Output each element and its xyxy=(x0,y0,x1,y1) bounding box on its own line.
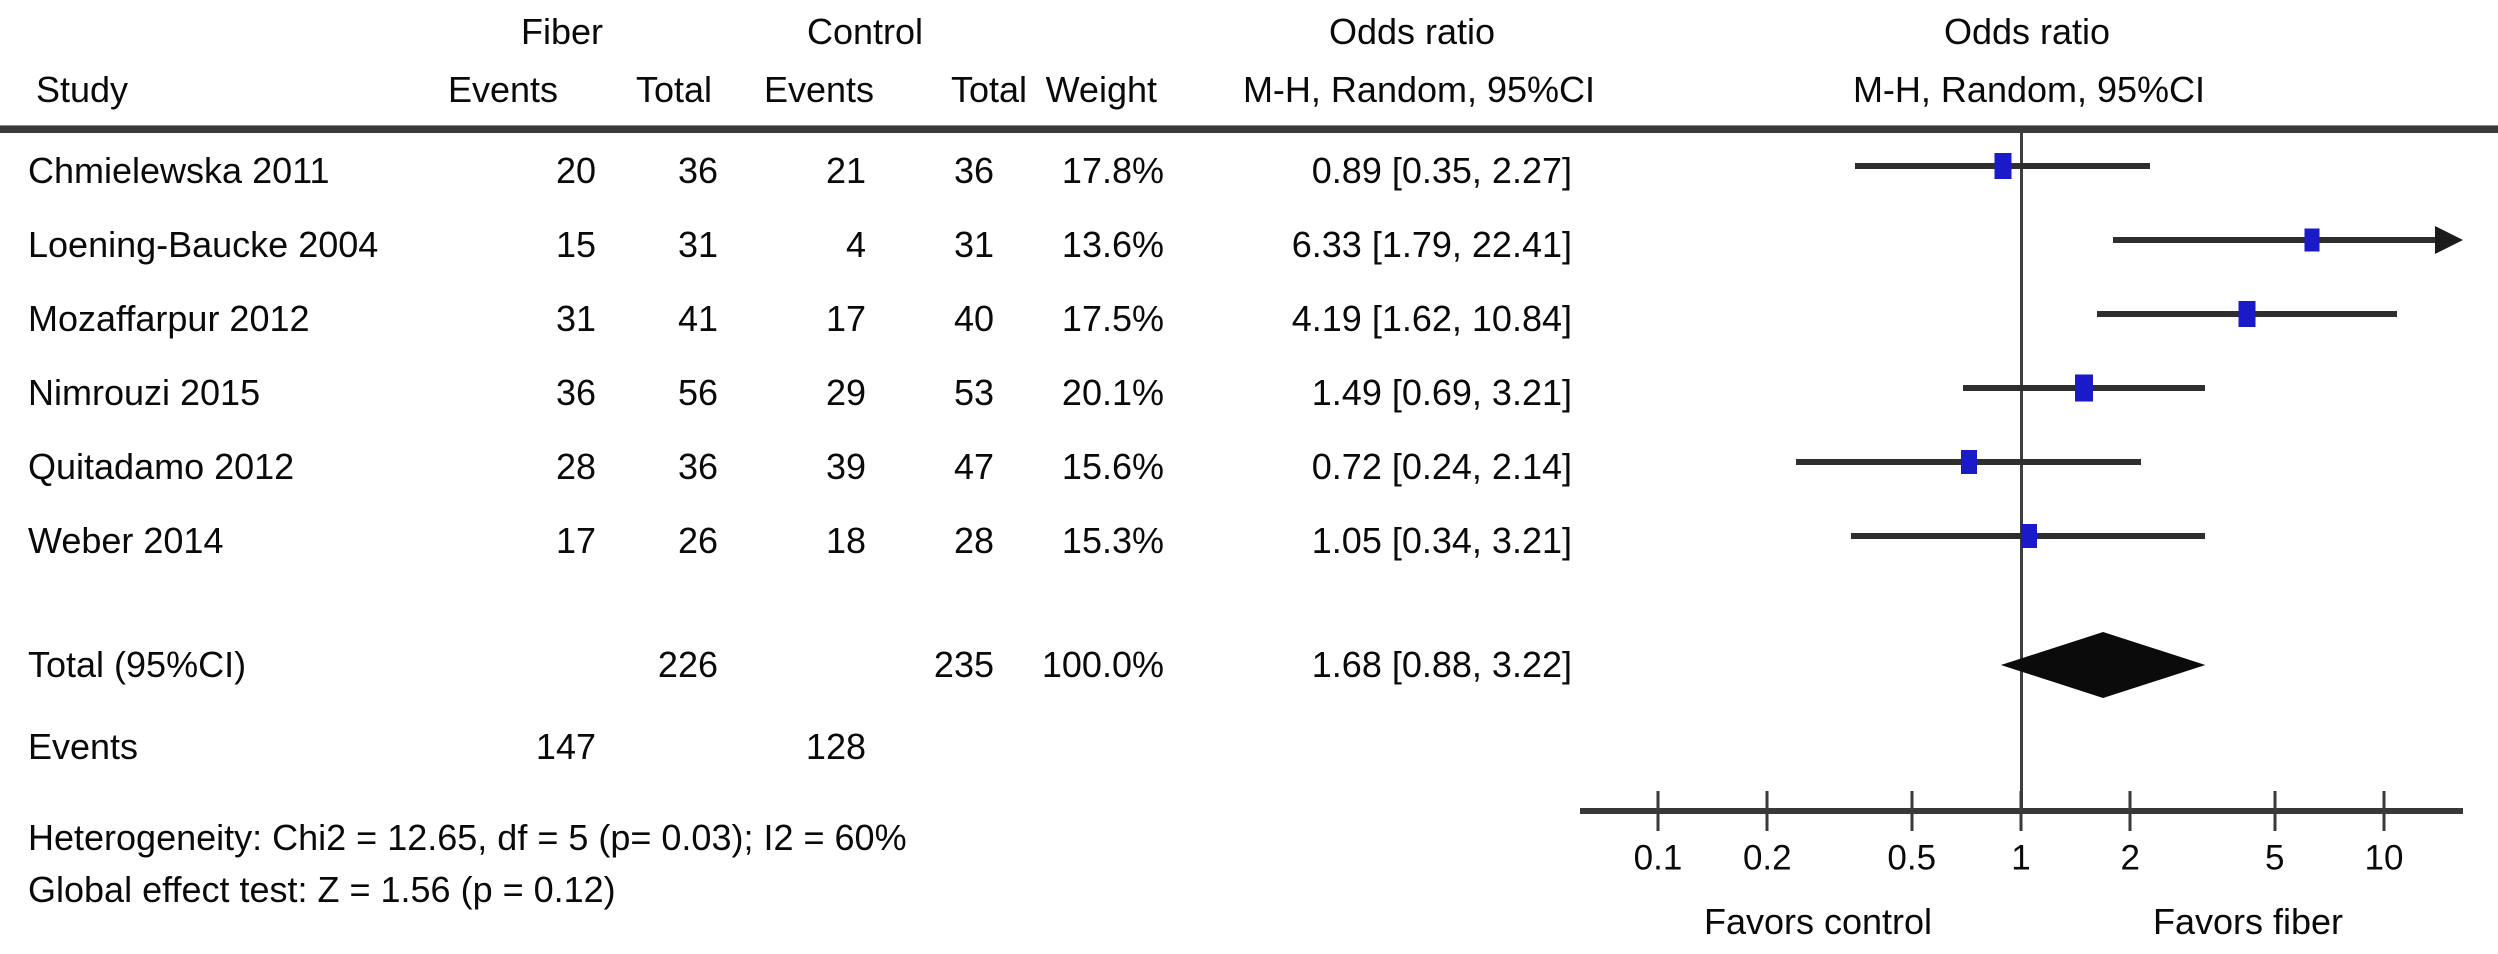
weight-cell: 17.5% xyxy=(1061,298,1164,339)
fiber-total-cell: 31 xyxy=(677,224,718,265)
total-fiber-total: 226 xyxy=(657,644,718,685)
fiber-total-cell: 41 xyxy=(677,298,718,339)
events-fiber-count: 147 xyxy=(535,726,596,767)
or-point-marker xyxy=(2074,374,2093,402)
odds-ratio-plot-title: Odds ratio xyxy=(1943,11,2111,52)
or-method-column-subheader: M-H, Random, 95%CI xyxy=(1242,69,1596,110)
x-axis-tick xyxy=(1656,791,1660,831)
x-axis-tick-label: 0.1 xyxy=(1633,838,1683,878)
control-total-cell: 28 xyxy=(953,520,994,561)
control-events-column-header: Events xyxy=(763,69,874,110)
x-axis-tick-label: 5 xyxy=(2264,838,2285,878)
study-name-cell: Quitadamo 2012 xyxy=(28,446,295,487)
x-axis-tick-label: 1 xyxy=(2011,838,2031,878)
weight-column-header: Weight xyxy=(1045,69,1157,110)
fiber-events-cell: 17 xyxy=(555,520,596,561)
fiber-total-cell: 56 xyxy=(677,372,718,413)
fiber-events-cell: 15 xyxy=(555,224,596,265)
fiber-events-cell: 36 xyxy=(555,372,596,413)
plot-method-subheader: M-H, Random, 95%CI xyxy=(1852,69,2206,110)
study-name-cell: Nimrouzi 2015 xyxy=(28,372,261,413)
or-point-marker xyxy=(1961,450,1978,474)
fiber-group-header: Fiber xyxy=(520,11,604,52)
odds-ratio-column-title: Odds ratio xyxy=(1328,11,1496,52)
favors-control-label: Favors control xyxy=(1703,901,1933,942)
overall-effect-footnote: Global effect test: Z = 1.56 (p = 0.12) xyxy=(28,869,616,910)
study-name-cell: Weber 2014 xyxy=(28,520,224,561)
control-events-cell: 21 xyxy=(825,150,866,191)
heterogeneity-footnote: Heterogeneity: Chi2 = 12.65, df = 5 (p= … xyxy=(28,817,907,858)
control-events-cell: 4 xyxy=(845,224,866,265)
control-total-cell: 40 xyxy=(953,298,994,339)
control-total-cell: 47 xyxy=(953,446,994,487)
or-ci-value-cell: 0.72 [0.24, 2.14] xyxy=(1311,446,1572,487)
x-axis-tick-label: 2 xyxy=(2120,838,2140,878)
x-axis-tick-label: 0.5 xyxy=(1887,838,1937,878)
weight-cell: 20.1% xyxy=(1061,372,1164,413)
or-ci-value-cell: 1.49 [0.69, 3.21] xyxy=(1311,372,1572,413)
study-name-cell: Loening-Baucke 2004 xyxy=(28,224,379,265)
fiber-events-cell: 31 xyxy=(555,298,596,339)
control-events-cell: 17 xyxy=(825,298,866,339)
ci-line xyxy=(2112,237,2436,243)
weight-cell: 13.6% xyxy=(1061,224,1164,265)
weight-cell: 15.6% xyxy=(1061,446,1164,487)
weight-cell: 17.8% xyxy=(1061,150,1164,191)
total-row-label: Total (95%CI) xyxy=(28,644,247,685)
x-axis-tick xyxy=(2128,791,2132,831)
x-axis-tick xyxy=(2019,791,2023,831)
or-point-marker xyxy=(1994,153,2012,179)
x-axis-tick xyxy=(1765,791,1769,831)
ci-arrow-right xyxy=(2435,226,2463,254)
fiber-total-cell: 26 xyxy=(677,520,718,561)
total-or-ci-value: 1.68 [0.88, 3.22] xyxy=(1311,644,1572,685)
events-row-label: Events xyxy=(28,726,139,767)
pooled-estimate-diamond xyxy=(2000,632,2206,698)
fiber-events-cell: 28 xyxy=(555,446,596,487)
weight-cell: 15.3% xyxy=(1061,520,1164,561)
or-point-marker xyxy=(2238,301,2256,327)
control-group-header: Control xyxy=(806,11,924,52)
x-axis-tick-label: 0.2 xyxy=(1742,838,1792,878)
x-axis-tick xyxy=(2273,791,2277,831)
fiber-events-cell: 20 xyxy=(555,150,596,191)
x-axis-tick-label: 10 xyxy=(2364,838,2404,878)
or-point-marker xyxy=(2020,524,2037,548)
or-ci-value-cell: 1.05 [0.34, 3.21] xyxy=(1311,520,1572,561)
control-total-cell: 53 xyxy=(953,372,994,413)
control-events-cell: 29 xyxy=(825,372,866,413)
fiber-total-column-header: Total xyxy=(635,69,712,110)
control-total-column-header: Total xyxy=(950,69,1027,110)
header-divider-rule xyxy=(0,125,2498,133)
control-total-cell: 31 xyxy=(953,224,994,265)
or-ci-value-cell: 0.89 [0.35, 2.27] xyxy=(1311,150,1572,191)
fiber-total-cell: 36 xyxy=(677,150,718,191)
x-axis-tick xyxy=(2382,791,2386,831)
fiber-events-column-header: Events xyxy=(447,69,558,110)
or-ci-value-cell: 6.33 [1.79, 22.41] xyxy=(1291,224,1572,265)
fiber-total-cell: 36 xyxy=(677,446,718,487)
no-effect-line xyxy=(2019,132,2023,811)
control-events-cell: 39 xyxy=(825,446,866,487)
total-weight: 100.0% xyxy=(1041,644,1164,685)
x-axis-tick xyxy=(1910,791,1914,831)
or-point-marker xyxy=(2304,228,2320,252)
control-total-cell: 36 xyxy=(953,150,994,191)
or-ci-value-cell: 4.19 [1.62, 10.84] xyxy=(1291,298,1572,339)
events-control-count: 128 xyxy=(805,726,866,767)
control-events-cell: 18 xyxy=(825,520,866,561)
study-name-cell: Mozaffarpur 2012 xyxy=(28,298,310,339)
study-name-cell: Chmielewska 2011 xyxy=(28,150,330,191)
total-control-total: 235 xyxy=(933,644,994,685)
favors-fiber-label: Favors fiber xyxy=(2152,901,2344,942)
study-column-header: Study xyxy=(36,69,129,110)
